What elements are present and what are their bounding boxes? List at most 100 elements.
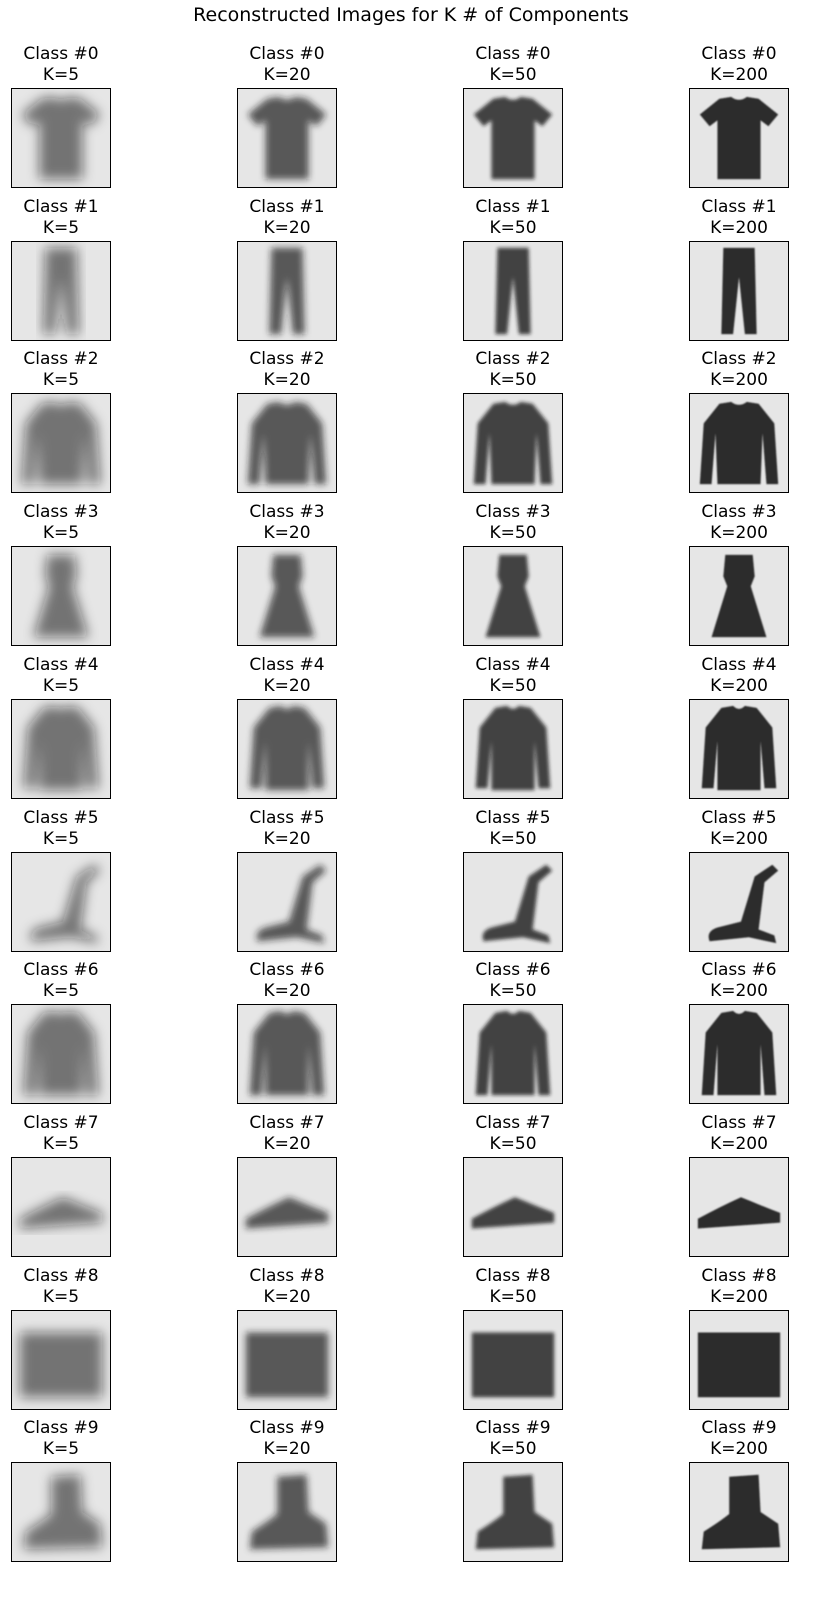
panel: Class #0 K=20 — [237, 44, 337, 188]
panel: Class #2 K=50 — [463, 349, 563, 493]
panel: Class #5 K=5 — [11, 808, 111, 952]
panel-k-label: K=50 — [489, 218, 537, 238]
panel-class-label: Class #1 — [475, 197, 551, 217]
reconstructed-image — [463, 1004, 563, 1104]
panel-class-label: Class #1 — [701, 197, 777, 217]
panel: Class #7 K=200 — [689, 1113, 789, 1257]
reconstructed-image — [11, 1004, 111, 1104]
panel-k-label: K=20 — [263, 829, 311, 849]
panel: Class #8 K=200 — [689, 1266, 789, 1410]
reconstructed-image — [689, 546, 789, 646]
panel-k-label: K=20 — [263, 981, 311, 1001]
reconstructed-image — [237, 1462, 337, 1562]
reconstructed-image — [11, 852, 111, 952]
panel-class-label: Class #5 — [475, 808, 551, 828]
panel-k-label: K=50 — [489, 370, 537, 390]
panel: Class #1 K=20 — [237, 197, 337, 341]
panel-class-label: Class #4 — [701, 655, 777, 675]
panel-class-label: Class #3 — [23, 502, 99, 522]
panel-class-label: Class #0 — [701, 44, 777, 64]
panel: Class #7 K=50 — [463, 1113, 563, 1257]
panel-k-label: K=200 — [710, 370, 768, 390]
panel: Class #0 K=5 — [11, 44, 111, 188]
panel-class-label: Class #2 — [249, 349, 325, 369]
panel-k-label: K=20 — [263, 218, 311, 238]
reconstructed-image — [463, 1310, 563, 1410]
panel-class-label: Class #6 — [475, 960, 551, 980]
reconstructed-image — [237, 852, 337, 952]
reconstructed-image — [11, 699, 111, 799]
panel-class-label: Class #5 — [701, 808, 777, 828]
panel-class-label: Class #7 — [249, 1113, 325, 1133]
panel-class-label: Class #8 — [23, 1266, 99, 1286]
panel: Class #2 K=200 — [689, 349, 789, 493]
reconstructed-image — [463, 852, 563, 952]
panel-k-label: K=5 — [42, 65, 80, 85]
panel-class-label: Class #2 — [701, 349, 777, 369]
panel: Class #1 K=5 — [11, 197, 111, 341]
reconstructed-image — [237, 1157, 337, 1257]
panel: Class #5 K=50 — [463, 808, 563, 952]
reconstructed-image — [689, 852, 789, 952]
reconstructed-image — [463, 546, 563, 646]
reconstructed-image — [237, 1310, 337, 1410]
panel: Class #9 K=50 — [463, 1418, 563, 1562]
panel: Class #9 K=20 — [237, 1418, 337, 1562]
panel: Class #3 K=20 — [237, 502, 337, 646]
panel-class-label: Class #9 — [249, 1418, 325, 1438]
panel: Class #7 K=5 — [11, 1113, 111, 1257]
panel-k-label: K=5 — [42, 370, 80, 390]
reconstructed-image — [237, 88, 337, 188]
reconstructed-image — [11, 1310, 111, 1410]
panel-k-label: K=5 — [42, 1134, 80, 1154]
panel-class-label: Class #7 — [701, 1113, 777, 1133]
panel: Class #6 K=5 — [11, 960, 111, 1104]
panel-k-label: K=50 — [489, 65, 537, 85]
panel-k-label: K=5 — [42, 1287, 80, 1307]
panel: Class #2 K=20 — [237, 349, 337, 493]
panel-class-label: Class #7 — [475, 1113, 551, 1133]
reconstructed-image — [463, 393, 563, 493]
panel-class-label: Class #8 — [701, 1266, 777, 1286]
panel-k-label: K=5 — [42, 218, 80, 238]
panel: Class #3 K=200 — [689, 502, 789, 646]
panel-k-label: K=20 — [263, 676, 311, 696]
panel: Class #2 K=5 — [11, 349, 111, 493]
reconstructed-image — [689, 1310, 789, 1410]
panel-class-label: Class #1 — [249, 197, 325, 217]
panel: Class #3 K=5 — [11, 502, 111, 646]
panel: Class #6 K=20 — [237, 960, 337, 1104]
panel-k-label: K=5 — [42, 981, 80, 1001]
panel-k-label: K=5 — [42, 676, 80, 696]
panel-k-label: K=20 — [263, 1439, 311, 1459]
panel-class-label: Class #5 — [23, 808, 99, 828]
panel: Class #4 K=20 — [237, 655, 337, 799]
reconstructed-image — [689, 1462, 789, 1562]
reconstructed-image — [689, 1004, 789, 1104]
panel-k-label: K=50 — [489, 981, 537, 1001]
panel-k-label: K=20 — [263, 370, 311, 390]
panel: Class #0 K=200 — [689, 44, 789, 188]
panel-k-label: K=200 — [710, 1287, 768, 1307]
panel-k-label: K=200 — [710, 65, 768, 85]
panel: Class #5 K=200 — [689, 808, 789, 952]
figure-title: Reconstructed Images for K # of Componen… — [193, 4, 629, 26]
panel-k-label: K=200 — [710, 218, 768, 238]
panel: Class #7 K=20 — [237, 1113, 337, 1257]
panel-class-label: Class #5 — [249, 808, 325, 828]
panel: Class #0 K=50 — [463, 44, 563, 188]
panel: Class #5 K=20 — [237, 808, 337, 952]
panel: Class #6 K=50 — [463, 960, 563, 1104]
panel: Class #8 K=5 — [11, 1266, 111, 1410]
panel: Class #4 K=50 — [463, 655, 563, 799]
reconstructed-image — [11, 241, 111, 341]
panel: Class #6 K=200 — [689, 960, 789, 1104]
panel-class-label: Class #9 — [701, 1418, 777, 1438]
reconstructed-image — [11, 393, 111, 493]
panel-k-label: K=200 — [710, 676, 768, 696]
reconstructed-image — [237, 699, 337, 799]
reconstructed-image — [689, 88, 789, 188]
panel-class-label: Class #4 — [249, 655, 325, 675]
reconstructed-image — [11, 1462, 111, 1562]
panel-class-label: Class #6 — [23, 960, 99, 980]
